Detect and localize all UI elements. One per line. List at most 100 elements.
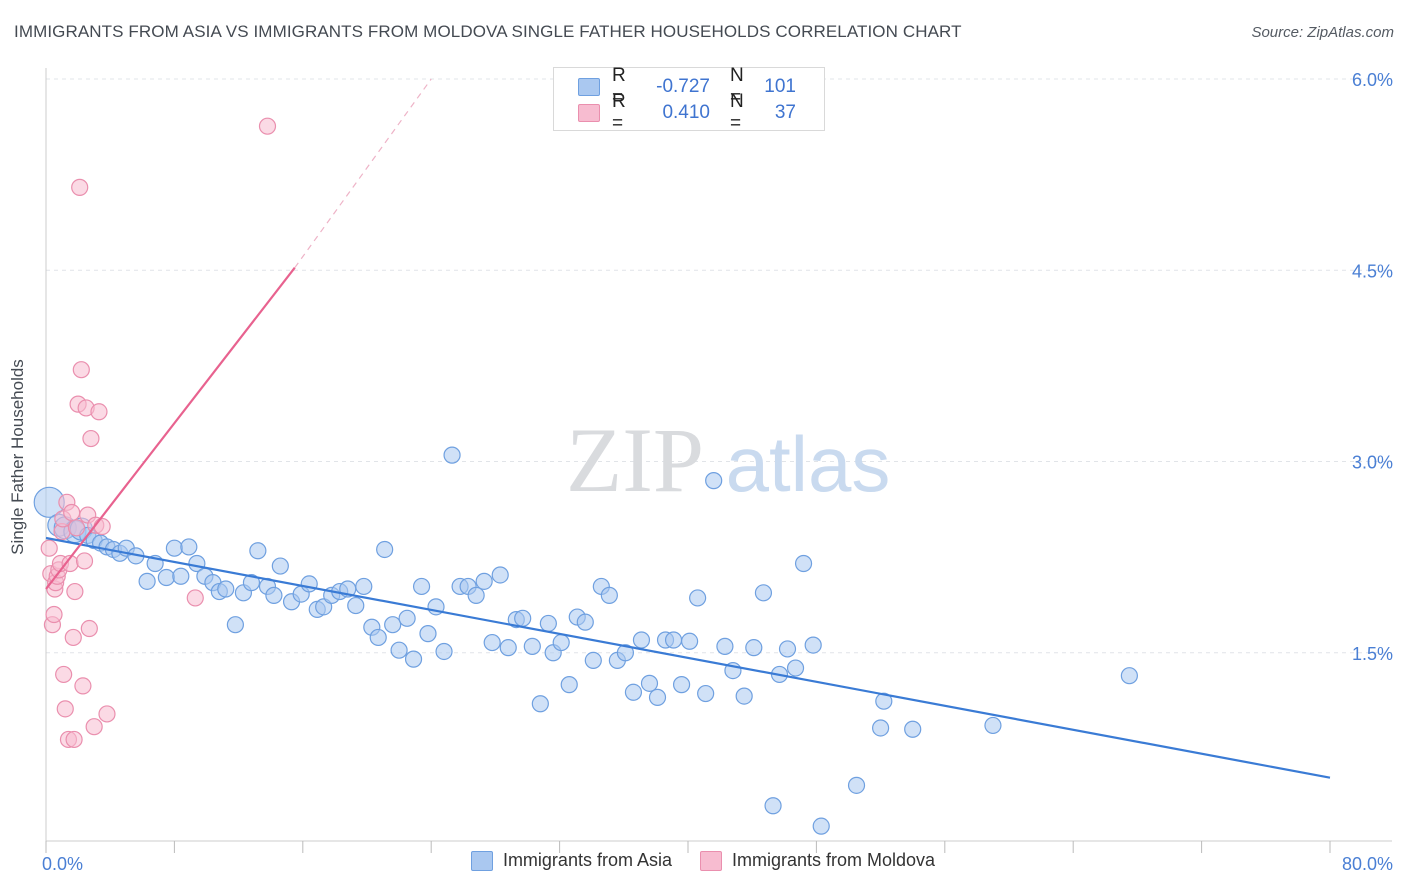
asia-point — [226, 616, 244, 634]
asia-point — [514, 609, 532, 627]
asia-point — [369, 628, 387, 647]
asia-point — [172, 567, 190, 585]
asia-n-value: 101 — [764, 76, 796, 97]
asia-point — [384, 616, 402, 634]
moldova-point — [186, 589, 204, 607]
asia-point — [847, 776, 866, 794]
asia-point — [376, 540, 394, 559]
legend-item-moldova[interactable]: Immigrants from Moldova — [699, 850, 936, 871]
asia-point — [467, 586, 485, 604]
asia-point — [664, 631, 683, 649]
asia-point — [786, 659, 805, 677]
asia-point — [735, 687, 753, 705]
asia-point — [265, 586, 283, 604]
moldova-point — [75, 552, 94, 570]
data-points — [33, 117, 1138, 835]
moldova-legend-swatch — [699, 850, 722, 871]
asia-point — [157, 568, 175, 587]
asia-point — [697, 684, 715, 703]
asia-point — [778, 640, 797, 658]
asia-point — [138, 572, 156, 590]
moldova-point — [45, 605, 63, 624]
asia-point — [242, 574, 261, 592]
moldova-point — [72, 361, 90, 379]
asia-point — [217, 580, 235, 598]
tick-labels: 1.5% 3.0% 4.5% 6.0% 0.0% 80.0% — [42, 70, 1393, 874]
asia-point — [648, 688, 667, 706]
asia-point — [681, 632, 699, 650]
asia-point — [443, 446, 461, 464]
asia-point — [745, 639, 763, 657]
moldova-point — [258, 117, 277, 135]
asia-point — [705, 472, 723, 490]
chart-source: Source: ZipAtlas.com — [1251, 24, 1394, 41]
x-tick-label: 0.0% — [42, 854, 83, 874]
asia-point — [794, 554, 813, 573]
grid-lines — [46, 78, 1392, 654]
asia-point — [419, 625, 437, 643]
asia-point — [435, 642, 453, 661]
y-tick-label: 6.0% — [1352, 70, 1393, 90]
asia-point — [300, 575, 318, 593]
y-tick-label: 3.0% — [1352, 453, 1393, 473]
asia-point — [1120, 667, 1138, 685]
asia-point — [412, 577, 431, 596]
asia-legend-label: Immigrants from Asia — [502, 850, 672, 870]
moldova-point — [71, 178, 89, 196]
moldova-point — [65, 730, 83, 749]
asia-point — [271, 557, 289, 575]
n-label: N = — [730, 65, 744, 108]
asia-swatch — [578, 78, 600, 96]
asia-point — [716, 637, 734, 655]
n-label: N = — [730, 91, 744, 134]
asia-point — [165, 539, 183, 557]
moldova-point — [56, 700, 74, 718]
asia-point — [640, 674, 659, 692]
asia-point — [576, 613, 594, 631]
moldova-point — [82, 429, 100, 448]
asia-point — [347, 596, 365, 615]
asia-point — [539, 614, 557, 633]
moldova-r-value: 0.410 — [662, 102, 710, 123]
asia-point — [584, 651, 602, 670]
moldova-point — [40, 539, 58, 557]
moldova-trend-line — [45, 267, 296, 590]
asia-point — [499, 639, 517, 657]
legend-item-asia[interactable]: Immigrants from Asia — [470, 850, 672, 871]
asia-point — [404, 650, 423, 668]
y-tick-label: 1.5% — [1352, 644, 1393, 664]
r-label: R = — [612, 65, 626, 108]
moldova-point — [90, 403, 108, 421]
moldova-point — [98, 705, 116, 723]
correlation-legend: R = -0.727 N = 101 R = 0.410 N = 37 — [553, 65, 825, 134]
x-tick-label: 80.0% — [1342, 854, 1393, 874]
asia-point — [804, 636, 822, 654]
moldova-point — [63, 503, 81, 522]
asia-legend-swatch — [470, 850, 493, 871]
asia-point — [390, 641, 408, 659]
watermark-zip: ZIP — [566, 409, 704, 511]
y-tick-label: 4.5% — [1352, 261, 1393, 281]
asia-point — [531, 695, 549, 713]
asia-point — [875, 692, 893, 710]
asia-point — [812, 817, 830, 835]
asia-point — [475, 572, 493, 590]
asia-point — [249, 542, 267, 560]
series-legend: Immigrants from Asia Immigrants from Mol… — [0, 850, 1406, 871]
asia-point — [560, 676, 578, 694]
moldova-legend-label: Immigrants from Moldova — [731, 850, 936, 870]
asia-r-value: -0.727 — [656, 76, 710, 97]
moldova-swatch — [578, 104, 600, 122]
asia-point — [398, 609, 416, 627]
asia-point — [904, 720, 922, 738]
moldova-point — [64, 628, 82, 647]
asia-point — [523, 637, 541, 655]
moldova-point — [66, 582, 84, 601]
moldova-n-value: 37 — [774, 102, 796, 123]
asia-point — [552, 633, 570, 652]
axes — [45, 68, 1392, 853]
moldova-point — [67, 519, 86, 537]
moldova-point — [80, 619, 98, 638]
moldova-point — [85, 718, 103, 736]
